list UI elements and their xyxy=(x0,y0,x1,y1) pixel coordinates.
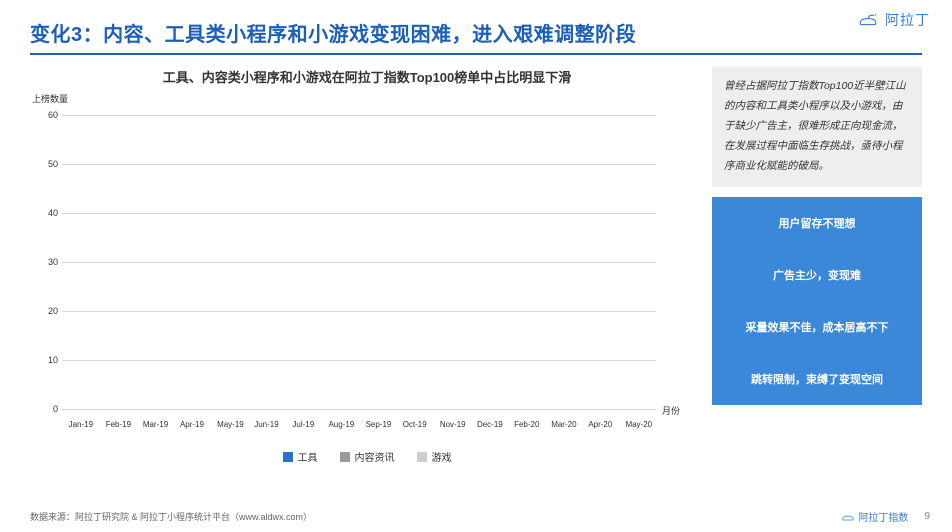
description-text: 曾经占据阿拉丁指数Top100近半壁江山的内容和工具类小程序以及小游戏，由于缺少… xyxy=(724,77,910,177)
x-tick: May-19 xyxy=(217,420,241,429)
chart-panel: 工具、内容类小程序和小游戏在阿拉丁指数Top100榜单中占比明显下滑 上榜数量 … xyxy=(30,67,704,464)
slide: 阿拉丁 变化3：内容、工具类小程序和小游戏变现困难，进入艰难调整阶段 工具、内容… xyxy=(0,0,952,532)
grid-line xyxy=(62,213,656,214)
x-tick: Dec-19 xyxy=(477,420,501,429)
legend-label: 工具 xyxy=(298,449,318,464)
legend-swatch xyxy=(340,452,350,462)
callout-item: 跳转限制，束缚了变现空间 xyxy=(712,353,922,405)
x-tick: Aug-19 xyxy=(328,420,352,429)
chart-legend: 工具 内容资讯 游戏 xyxy=(30,449,704,464)
lamp-icon xyxy=(838,511,858,523)
y-tick: 20 xyxy=(38,306,58,316)
brand-name: 阿拉丁 xyxy=(885,10,930,30)
grid-line xyxy=(62,311,656,312)
description-box: 曾经占据阿拉丁指数Top100近半壁江山的内容和工具类小程序以及小游戏，由于缺少… xyxy=(712,67,922,187)
legend-label: 游戏 xyxy=(432,449,452,464)
lamp-icon xyxy=(853,11,883,29)
callout-list: 用户留存不理想广告主少，变现难采量效果不佳，成本居高不下跳转限制，束缚了变现空间 xyxy=(712,197,922,405)
y-tick: 60 xyxy=(38,110,58,120)
brand-logo-top: 阿拉丁 xyxy=(853,10,930,30)
grid-line xyxy=(62,409,656,410)
x-tick: Jun-19 xyxy=(254,420,278,429)
callout-item: 广告主少，变现难 xyxy=(712,249,922,301)
sidebar: 曾经占据阿拉丁指数Top100近半壁江山的内容和工具类小程序以及小游戏，由于缺少… xyxy=(712,67,922,464)
x-tick: Feb-20 xyxy=(514,420,538,429)
x-tick: Mar-20 xyxy=(551,420,575,429)
grid-line xyxy=(62,115,656,116)
callout-item: 用户留存不理想 xyxy=(712,197,922,249)
grid-line xyxy=(62,360,656,361)
chart-title: 工具、内容类小程序和小游戏在阿拉丁指数Top100榜单中占比明显下滑 xyxy=(30,67,704,86)
legend-label: 内容资讯 xyxy=(355,449,395,464)
y-axis-label: 上榜数量 xyxy=(32,92,704,105)
x-tick: Jan-19 xyxy=(69,420,93,429)
data-source: 数据来源：阿拉丁研究院 & 阿拉丁小程序统计平台（www.aldwx.com） xyxy=(30,510,312,523)
footer-right: 阿拉丁指数 9 xyxy=(838,509,930,524)
legend-item: 内容资讯 xyxy=(340,449,395,464)
y-tick: 0 xyxy=(38,404,58,414)
grid-line xyxy=(62,164,656,165)
page-number: 9 xyxy=(924,511,930,522)
footer-brand-name: 阿拉丁指数 xyxy=(858,509,908,524)
callout-item: 采量效果不佳，成本居高不下 xyxy=(712,301,922,353)
legend-item: 游戏 xyxy=(417,449,452,464)
y-tick: 10 xyxy=(38,355,58,365)
brand-logo-footer: 阿拉丁指数 xyxy=(838,509,908,524)
chart-area: 0102030405060 Jan-19Feb-19Mar-19Apr-19Ma… xyxy=(34,107,674,447)
content-row: 工具、内容类小程序和小游戏在阿拉丁指数Top100榜单中占比明显下滑 上榜数量 … xyxy=(30,67,922,464)
legend-swatch xyxy=(283,452,293,462)
x-tick: Oct-19 xyxy=(403,420,427,429)
x-tick: Apr-20 xyxy=(588,420,612,429)
plot-region: 0102030405060 xyxy=(62,115,656,409)
x-tick: May-20 xyxy=(625,420,649,429)
slide-title: 变化3：内容、工具类小程序和小游戏变现困难，进入艰难调整阶段 xyxy=(30,18,922,47)
footer: 数据来源：阿拉丁研究院 & 阿拉丁小程序统计平台（www.aldwx.com） … xyxy=(30,509,930,524)
x-tick: Mar-19 xyxy=(143,420,167,429)
x-tick: Nov-19 xyxy=(440,420,464,429)
y-tick: 50 xyxy=(38,159,58,169)
x-tick: Feb-19 xyxy=(106,420,130,429)
grid-line xyxy=(62,262,656,263)
x-tick: Apr-19 xyxy=(180,420,204,429)
x-tick: Jul-19 xyxy=(291,420,315,429)
x-ticks: Jan-19 Feb-19 Mar-19 Apr-19 May-19 Jun-19 Jul-… xyxy=(62,420,656,429)
y-tick: 40 xyxy=(38,208,58,218)
y-tick: 30 xyxy=(38,257,58,267)
title-underline xyxy=(30,53,922,55)
legend-swatch xyxy=(417,452,427,462)
legend-item: 工具 xyxy=(283,449,318,464)
x-axis-label: 月份 xyxy=(662,404,680,417)
x-tick: Sep-19 xyxy=(366,420,390,429)
